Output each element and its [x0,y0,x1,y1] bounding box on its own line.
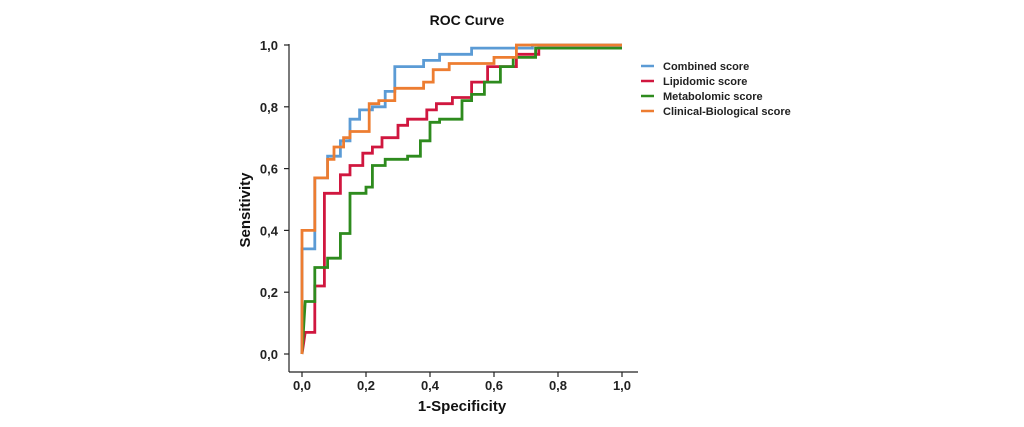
y-axis-title: Sensitivity [237,172,254,248]
x-tick-label: 1,0 [613,378,631,393]
legend: Combined score Lipidomic score Metabolomic… [641,61,791,118]
x-tick-label: 0,4 [421,378,440,393]
chart-title: ROC Curve [430,12,505,28]
series-group [300,43,622,355]
legend-label: Lipidomic score [663,76,747,88]
series-line-metabolomic-score [300,46,622,355]
legend-label: Combined score [663,61,749,73]
y-tick-label: 0,8 [260,100,278,115]
x-tick-label: 0,2 [357,378,375,393]
x-tick-label: 0,6 [485,378,503,393]
y-tick-label: 0,6 [260,162,278,177]
legend-label: Metabolomic score [663,91,763,103]
y-tick-label: 0,0 [260,347,278,362]
series-line-lipidomic-score [300,46,622,355]
y-tick-label: 1,0 [260,38,278,53]
x-tick-label: 0,8 [549,378,567,393]
x-axis-title: 1-Specificity [418,398,507,415]
ticks: 0,0 0,2 0,4 0,6 0,8 1,0 0,0 0,2 0,4 0,6 0,8 1,0 [260,38,631,393]
axes [288,44,638,373]
x-tick-label: 0,0 [293,378,311,393]
y-tick-label: 0,4 [260,223,279,238]
series-line-clinical-biological-score [300,43,622,354]
legend-label: Clinical-Biological score [663,106,791,118]
y-tick-label: 0,2 [260,285,278,300]
